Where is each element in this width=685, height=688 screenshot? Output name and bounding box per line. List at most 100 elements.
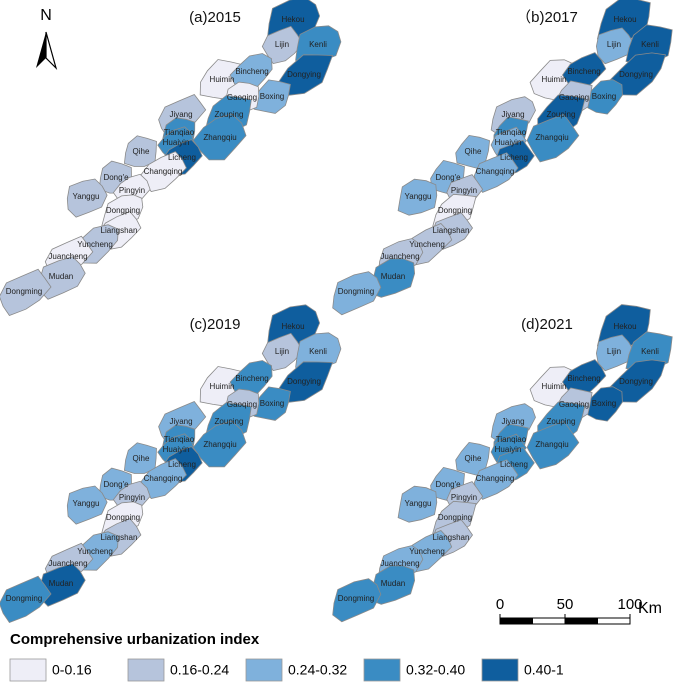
region-label: Liangshan <box>101 533 138 542</box>
region-label: Lijin <box>607 40 621 49</box>
region-label: Dongming <box>6 287 42 296</box>
region-label: Huimin <box>542 75 567 84</box>
region-label: Dongming <box>338 594 374 603</box>
scale-unit: Km <box>638 600 662 617</box>
region-label: Kenli <box>641 347 659 356</box>
region-label: Bincheng <box>235 374 268 383</box>
region-label: Yanggu <box>73 499 100 508</box>
region-label: Juancheng <box>380 559 419 568</box>
region-label: Zouping <box>215 110 244 119</box>
region-label: Liangshan <box>433 226 470 235</box>
region-label: Dong'e <box>435 173 461 182</box>
legend-title: Comprehensive urbanization index <box>10 631 260 648</box>
panel-title: （b)2017 <box>516 9 578 26</box>
region-label: Zhangqiu <box>535 133 568 142</box>
region-label: Qihe <box>133 147 150 156</box>
region-label: Liangshan <box>101 226 138 235</box>
region-label: Licheng <box>500 153 528 162</box>
region-label: Mudan <box>49 272 73 281</box>
region-label: Zhangqiu <box>535 440 568 449</box>
legend-label: 0.32-0.40 <box>406 662 465 678</box>
region <box>66 178 108 218</box>
region <box>562 359 607 398</box>
legend-label: 0.40-1 <box>524 662 564 678</box>
region-label: Kenli <box>309 347 327 356</box>
region-label: Boxing <box>592 92 616 101</box>
region-label: Dongming <box>338 287 374 296</box>
region-label: Dong'e <box>435 480 461 489</box>
scale-label: 50 <box>557 596 574 613</box>
region-label: Kenli <box>309 40 327 49</box>
region-label: Zouping <box>547 417 576 426</box>
region-label: Yanggu <box>405 499 432 508</box>
region <box>229 53 273 90</box>
region-label: Juancheng <box>48 559 87 568</box>
region <box>123 442 157 474</box>
region <box>253 79 291 114</box>
legend-swatch <box>127 658 165 682</box>
region-label: Changqing <box>144 167 183 176</box>
region-label: Mudan <box>381 272 405 281</box>
region <box>253 386 291 421</box>
region-label: Pingyin <box>119 493 145 502</box>
region-label: Juancheng <box>380 252 419 261</box>
region-label: Dong'e <box>103 173 129 182</box>
region-label: Mudan <box>49 579 73 588</box>
region-label: Huaiyin <box>163 138 190 147</box>
region <box>332 578 382 623</box>
region-label: Dongying <box>619 377 653 386</box>
legend-swatch <box>245 658 283 682</box>
region <box>192 113 247 161</box>
region-label: Huaiyin <box>163 445 190 454</box>
legend-swatch <box>9 658 47 682</box>
region-label: Changqing <box>144 474 183 483</box>
region <box>583 79 623 115</box>
region-label: Gaoqing <box>227 400 257 409</box>
legend-label: 0.16-0.24 <box>170 662 229 678</box>
region-label: Lijin <box>275 347 289 356</box>
scale-label: 0 <box>496 596 504 613</box>
region-label: Jiyang <box>169 417 192 426</box>
region-label: Tianqiao <box>164 435 195 444</box>
region <box>397 485 438 523</box>
legend-label: 0-0.16 <box>52 662 92 678</box>
region-label: Zhangqiu <box>203 440 236 449</box>
scale-segment <box>532 617 566 625</box>
region-label: Yanggu <box>73 192 100 201</box>
region-label: Hekou <box>281 322 304 331</box>
region-label: Huimin <box>210 75 235 84</box>
region-label: Dongming <box>6 594 42 603</box>
region-label: Gaoqing <box>559 400 589 409</box>
region-label: Dongying <box>619 70 653 79</box>
region <box>0 268 52 316</box>
panel-title: (c)2019 <box>190 316 241 333</box>
region <box>526 420 580 470</box>
region <box>397 178 438 216</box>
region-label: Yanggu <box>405 192 432 201</box>
legend-label: 0.24-0.32 <box>288 662 347 678</box>
region <box>562 52 607 91</box>
region-label: Qihe <box>465 454 482 463</box>
region-label: Dongping <box>438 206 472 215</box>
region-label: Jiyang <box>501 417 524 426</box>
region-label: Juancheng <box>48 252 87 261</box>
region <box>455 441 491 476</box>
region-label: Yuncheng <box>77 547 113 556</box>
legend-swatch <box>363 658 401 682</box>
region-label: Zouping <box>215 417 244 426</box>
region <box>0 575 52 623</box>
region-label: Tianqiao <box>164 128 195 137</box>
region-label: Yuncheng <box>409 240 445 249</box>
region-label: Mudan <box>381 579 405 588</box>
panel-title: (a)2015 <box>189 9 241 26</box>
north-arrow: N <box>36 7 58 71</box>
region-label: Bincheng <box>235 67 268 76</box>
region-label: Tianqiao <box>496 128 527 137</box>
region-label: Hekou <box>281 15 304 24</box>
legend-swatch <box>481 658 519 682</box>
region-label: Liangshan <box>433 533 470 542</box>
